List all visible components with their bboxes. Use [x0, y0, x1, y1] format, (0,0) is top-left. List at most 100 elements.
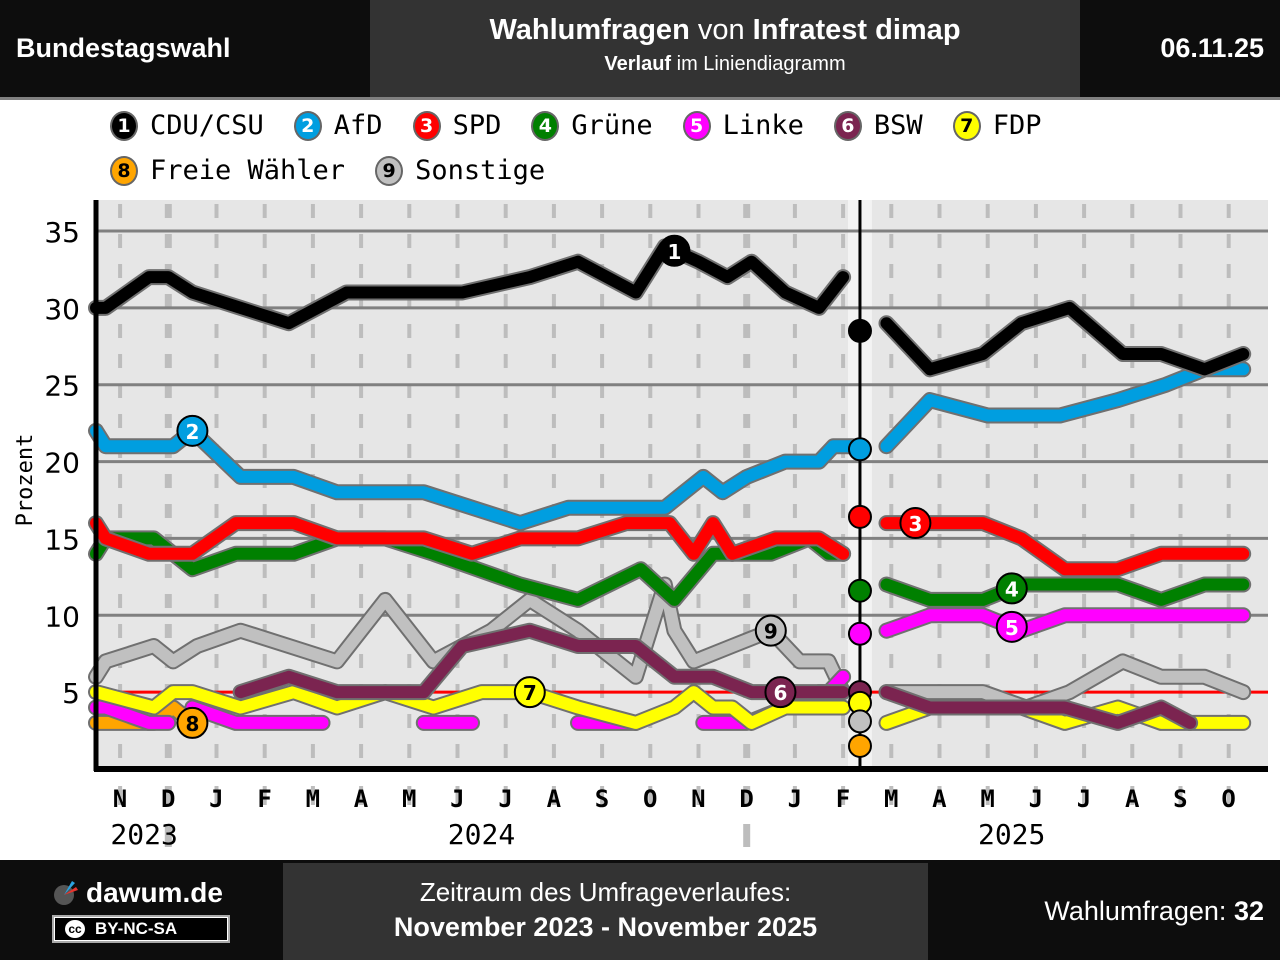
- legend-item: 4 Grüne: [531, 110, 653, 141]
- series-number-label: 2: [185, 420, 199, 444]
- footer-branding: dawum.de cc BY-NC-SA: [0, 863, 283, 960]
- series-line: [186, 701, 329, 729]
- x-month-label: M: [884, 785, 898, 813]
- legend-badge: 7: [952, 110, 981, 141]
- legend-item: 5 Linke: [682, 110, 804, 141]
- title-part: von: [689, 14, 753, 46]
- legend-label: FDP: [992, 110, 1042, 141]
- legend-badge: 5: [682, 110, 711, 141]
- y-axis-label: Prozent: [13, 434, 38, 527]
- election-result-dot: [847, 318, 872, 343]
- series-number-badge: [995, 610, 1028, 643]
- series-number-badge: [995, 572, 1028, 605]
- period-value: November 2023 - November 2025: [393, 912, 818, 942]
- series-number-badge: [513, 676, 546, 709]
- y-tick-label: 35: [44, 216, 80, 249]
- legend-item: 8 Freie Wähler: [110, 155, 345, 186]
- x-month-label: J: [209, 785, 223, 813]
- license-text: BY-NC-SA: [95, 919, 178, 938]
- y-tick-label: 15: [44, 523, 80, 556]
- x-month-label: A: [932, 785, 947, 813]
- subtitle-part: Verlauf: [604, 53, 672, 75]
- legend-label: SPD: [452, 110, 502, 141]
- poll-count-value: 32: [1233, 896, 1264, 926]
- y-tick-label: 10: [44, 600, 80, 633]
- series-number-badge: [176, 706, 209, 739]
- series-line: [880, 578, 1250, 606]
- series-number-label: 9: [764, 620, 778, 644]
- cc-icon: cc: [63, 918, 87, 940]
- legend-label: BSW: [873, 110, 923, 141]
- x-year-label: 2024: [448, 818, 515, 851]
- series-line: [880, 655, 1250, 714]
- y-tick-label: 25: [44, 370, 80, 403]
- election-result-dot: [847, 504, 872, 529]
- period-label: Zeitraum des Umfrageverlaufes:: [419, 877, 792, 907]
- x-year-label: 2023: [110, 818, 177, 851]
- x-month-label: D: [739, 785, 753, 813]
- legend-item: 2 AfD: [293, 110, 383, 141]
- x-month-label: A: [1125, 785, 1140, 813]
- election-title: Bundestagswahl: [16, 33, 231, 63]
- license-badge[interactable]: cc BY-NC-SA: [52, 915, 230, 943]
- legend-item: 9 Sonstige: [375, 155, 545, 186]
- series-line: [880, 686, 1197, 729]
- series-number-badge: [754, 614, 787, 647]
- series-number-label: 5: [1005, 616, 1019, 640]
- x-month-label: N: [691, 785, 705, 813]
- election-result-dot: [847, 709, 872, 734]
- series-line: [90, 517, 850, 560]
- x-month-label: J: [788, 785, 802, 813]
- subtitle-part: im Liniendiagramm: [671, 53, 846, 75]
- y-tick-label: 5: [62, 677, 80, 710]
- series-number-label: 8: [185, 712, 199, 736]
- election-result-dot: [847, 733, 872, 758]
- legend-item: 1 CDU/CSU: [110, 110, 264, 141]
- legend-label: CDU/CSU: [150, 110, 264, 141]
- legend-label: Grüne: [571, 110, 653, 141]
- legend-label: Sonstige: [415, 155, 546, 186]
- dawum-logo[interactable]: dawum.de: [52, 877, 223, 909]
- pie-logo-icon: [54, 881, 78, 905]
- legend-label: Linke: [722, 110, 804, 141]
- legend-label: Freie Wähler: [150, 155, 346, 186]
- series-number-label: 1: [667, 240, 681, 264]
- legend-badge: 4: [531, 110, 560, 141]
- footer-period: Zeitraum des Umfrageverlaufes: November …: [283, 863, 928, 960]
- series-line: [880, 301, 1250, 376]
- x-month-label: J: [1029, 785, 1043, 813]
- chart-title-block: Wahlumfragen von Infratest dimap Verlauf…: [370, 0, 1080, 97]
- header-bar: Bundestagswahl Wahlumfragen von Infrates…: [0, 0, 1280, 97]
- header-divider: [0, 97, 1280, 100]
- x-month-label: F: [257, 785, 271, 813]
- x-month-label: J: [1077, 785, 1091, 813]
- x-month-label: A: [354, 785, 369, 813]
- logo-text: dawum.de: [86, 877, 223, 908]
- series-line: [90, 532, 850, 606]
- legend-badge: 8: [110, 155, 138, 186]
- x-month-label: J: [498, 785, 512, 813]
- date-label: 06.11.25: [1160, 33, 1264, 63]
- x-month-label: O: [643, 785, 657, 813]
- legend-badge: 9: [375, 155, 404, 186]
- series-number-badge: [764, 676, 797, 709]
- series-number-label: 6: [773, 681, 787, 705]
- chart-subtitle: Verlauf im Liniendiagramm: [370, 53, 1080, 76]
- series-line: [90, 701, 175, 729]
- series-number-label: 4: [1005, 577, 1019, 601]
- legend-badge: 3: [412, 110, 441, 141]
- legend-badge: 6: [833, 110, 862, 141]
- election-result-dot: [847, 621, 872, 646]
- legend-label: AfD: [333, 110, 383, 141]
- legend-badge: 2: [293, 110, 322, 141]
- x-month-label: S: [1173, 785, 1187, 813]
- series-line: [880, 517, 1250, 576]
- series-number-label: 3: [908, 512, 922, 536]
- x-year-label: 2025: [978, 818, 1045, 851]
- legend-item: 7 FDP: [952, 110, 1042, 141]
- election-result-dot: [847, 578, 872, 603]
- legend-row: 1 CDU/CSU 2 AfD 3 SPD 4 Grüne 5 Linke 6 BSW 7 FDP: [110, 110, 1071, 141]
- x-month-label: S: [595, 785, 609, 813]
- series-line: [90, 578, 850, 699]
- x-month-label: D: [161, 785, 175, 813]
